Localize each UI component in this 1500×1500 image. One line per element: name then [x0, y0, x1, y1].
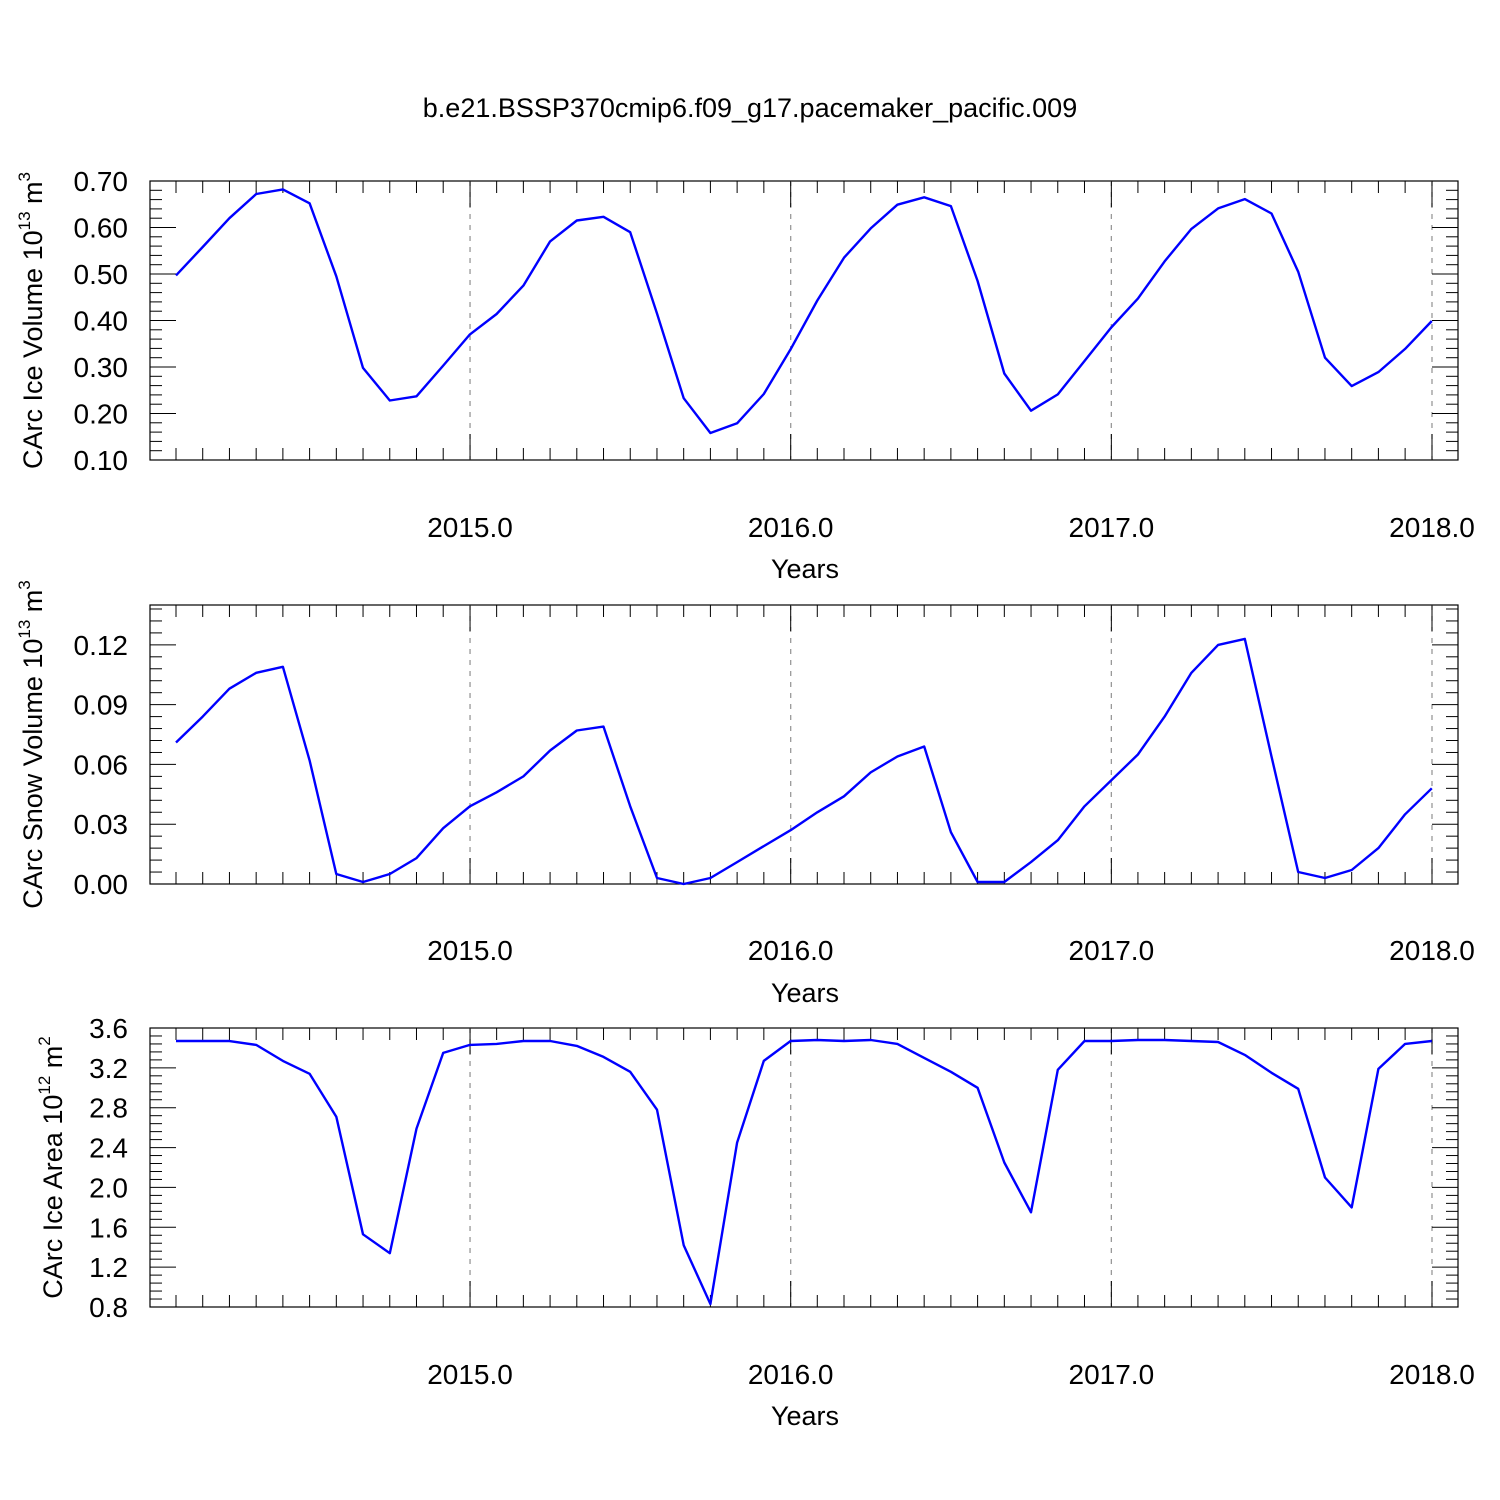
y-axis-title: CArc Ice Area 1012 m2: [35, 1036, 68, 1299]
y-axis-title: CArc Ice Volume 1013 m3: [15, 172, 48, 469]
chart-title: b.e21.BSSP370cmip6.f09_g17.pacemaker_pac…: [423, 93, 1077, 123]
y-tick-label: 0.00: [74, 869, 129, 900]
y-axis-title-superscript: 3: [15, 580, 34, 589]
y-axis-title-superscript: 3: [15, 172, 34, 181]
x-tick-label: 2018.0: [1389, 512, 1475, 543]
y-tick-label: 0.30: [74, 352, 129, 383]
x-tick-label: 2018.0: [1389, 935, 1475, 966]
y-tick-label: 0.12: [74, 630, 129, 661]
y-axis: 0.8 1.2 1.6 2.0 2.4 2.8 3.2 3.6: [89, 1013, 1458, 1323]
y-axis-title-text: CArc Snow Volume 10: [18, 639, 48, 909]
y-tick-label: 0.60: [74, 213, 129, 244]
y-axis-title-superscript: 2: [35, 1036, 54, 1045]
plot-frame: [149, 1027, 1459, 1308]
x-axis: 2015.0 2016.0 2017.0 2018.0: [175, 181, 1475, 543]
y-axis-title-text: CArc Ice Area 10: [38, 1095, 68, 1299]
y-tick-label: 0.03: [74, 809, 129, 840]
data-points: [176, 189, 1432, 433]
x-tick-label: 2016.0: [748, 512, 834, 543]
y-tick-label: 3.6: [89, 1013, 128, 1044]
data-points: [176, 1040, 1432, 1304]
panel-3: 0.8 1.2 1.6 2.0 2.4 2.8 3.2 3.6 2015.0 2016.0 2017…: [35, 1013, 1475, 1431]
x-tick-label: 2015.0: [427, 935, 513, 966]
plot-frame: [149, 180, 1459, 461]
data-points: [176, 639, 1432, 884]
y-axis-title-text: m: [18, 590, 48, 620]
x-axis: 2015.0 2016.0 2017.0 2018.0: [175, 1028, 1475, 1390]
x-axis-title: Years: [771, 978, 839, 1008]
y-axis-title-superscript: 12: [35, 1076, 54, 1095]
y-tick-label: 0.09: [74, 690, 129, 721]
panels: 0.10 0.20 0.30 0.40 0.50 0.60 0.70 2015.0 2016.0…: [15, 166, 1475, 1431]
y-tick-label: 0.8: [89, 1292, 128, 1323]
y-tick-label: 0.20: [74, 399, 129, 430]
series-line: [176, 1038, 1432, 1306]
x-tick-label: 2016.0: [748, 935, 834, 966]
panel-1: 0.10 0.20 0.30 0.40 0.50 0.60 0.70 2015.0 2016.0…: [15, 166, 1475, 584]
y-axis: 0.10 0.20 0.30 0.40 0.50 0.60 0.70: [74, 166, 1458, 476]
y-tick-label: 0.10: [74, 445, 129, 476]
series-line: [175, 188, 1433, 435]
x-axis: 2015.0 2016.0 2017.0 2018.0: [175, 605, 1475, 966]
y-tick-label: 2.4: [89, 1133, 128, 1164]
y-axis-title-superscript: 13: [15, 620, 34, 639]
y-tick-label: 0.70: [74, 166, 129, 197]
y-axis-title-text: CArc Ice Volume 10: [18, 230, 48, 469]
y-tick-label: 0.50: [74, 259, 129, 290]
y-axis: 0.00 0.03 0.06 0.09 0.12: [74, 608, 1458, 900]
y-tick-label: 0.06: [74, 749, 129, 780]
y-tick-label: 2.0: [89, 1172, 128, 1203]
plot-frame: [149, 604, 1459, 885]
x-tick-label: 2017.0: [1069, 935, 1155, 966]
x-axis-title: Years: [771, 554, 839, 584]
x-tick-label: 2017.0: [1069, 512, 1155, 543]
y-axis-title-superscript: 13: [15, 211, 34, 230]
y-tick-label: 1.2: [89, 1252, 128, 1283]
x-tick-label: 2015.0: [427, 512, 513, 543]
series-line: [175, 637, 1433, 886]
x-axis-title: Years: [771, 1401, 839, 1431]
y-axis-title-text: m: [18, 181, 48, 211]
y-tick-label: 0.40: [74, 306, 129, 337]
x-tick-label: 2015.0: [427, 1359, 513, 1390]
y-tick-label: 3.2: [89, 1053, 128, 1084]
x-tick-label: 2017.0: [1069, 1359, 1155, 1390]
x-tick-label: 2018.0: [1389, 1359, 1475, 1390]
y-tick-label: 2.8: [89, 1093, 128, 1124]
y-axis-title-text: m: [38, 1046, 68, 1076]
y-axis-title: CArc Snow Volume 1013 m3: [15, 580, 48, 909]
x-tick-label: 2016.0: [748, 1359, 834, 1390]
y-tick-label: 1.6: [89, 1212, 128, 1243]
